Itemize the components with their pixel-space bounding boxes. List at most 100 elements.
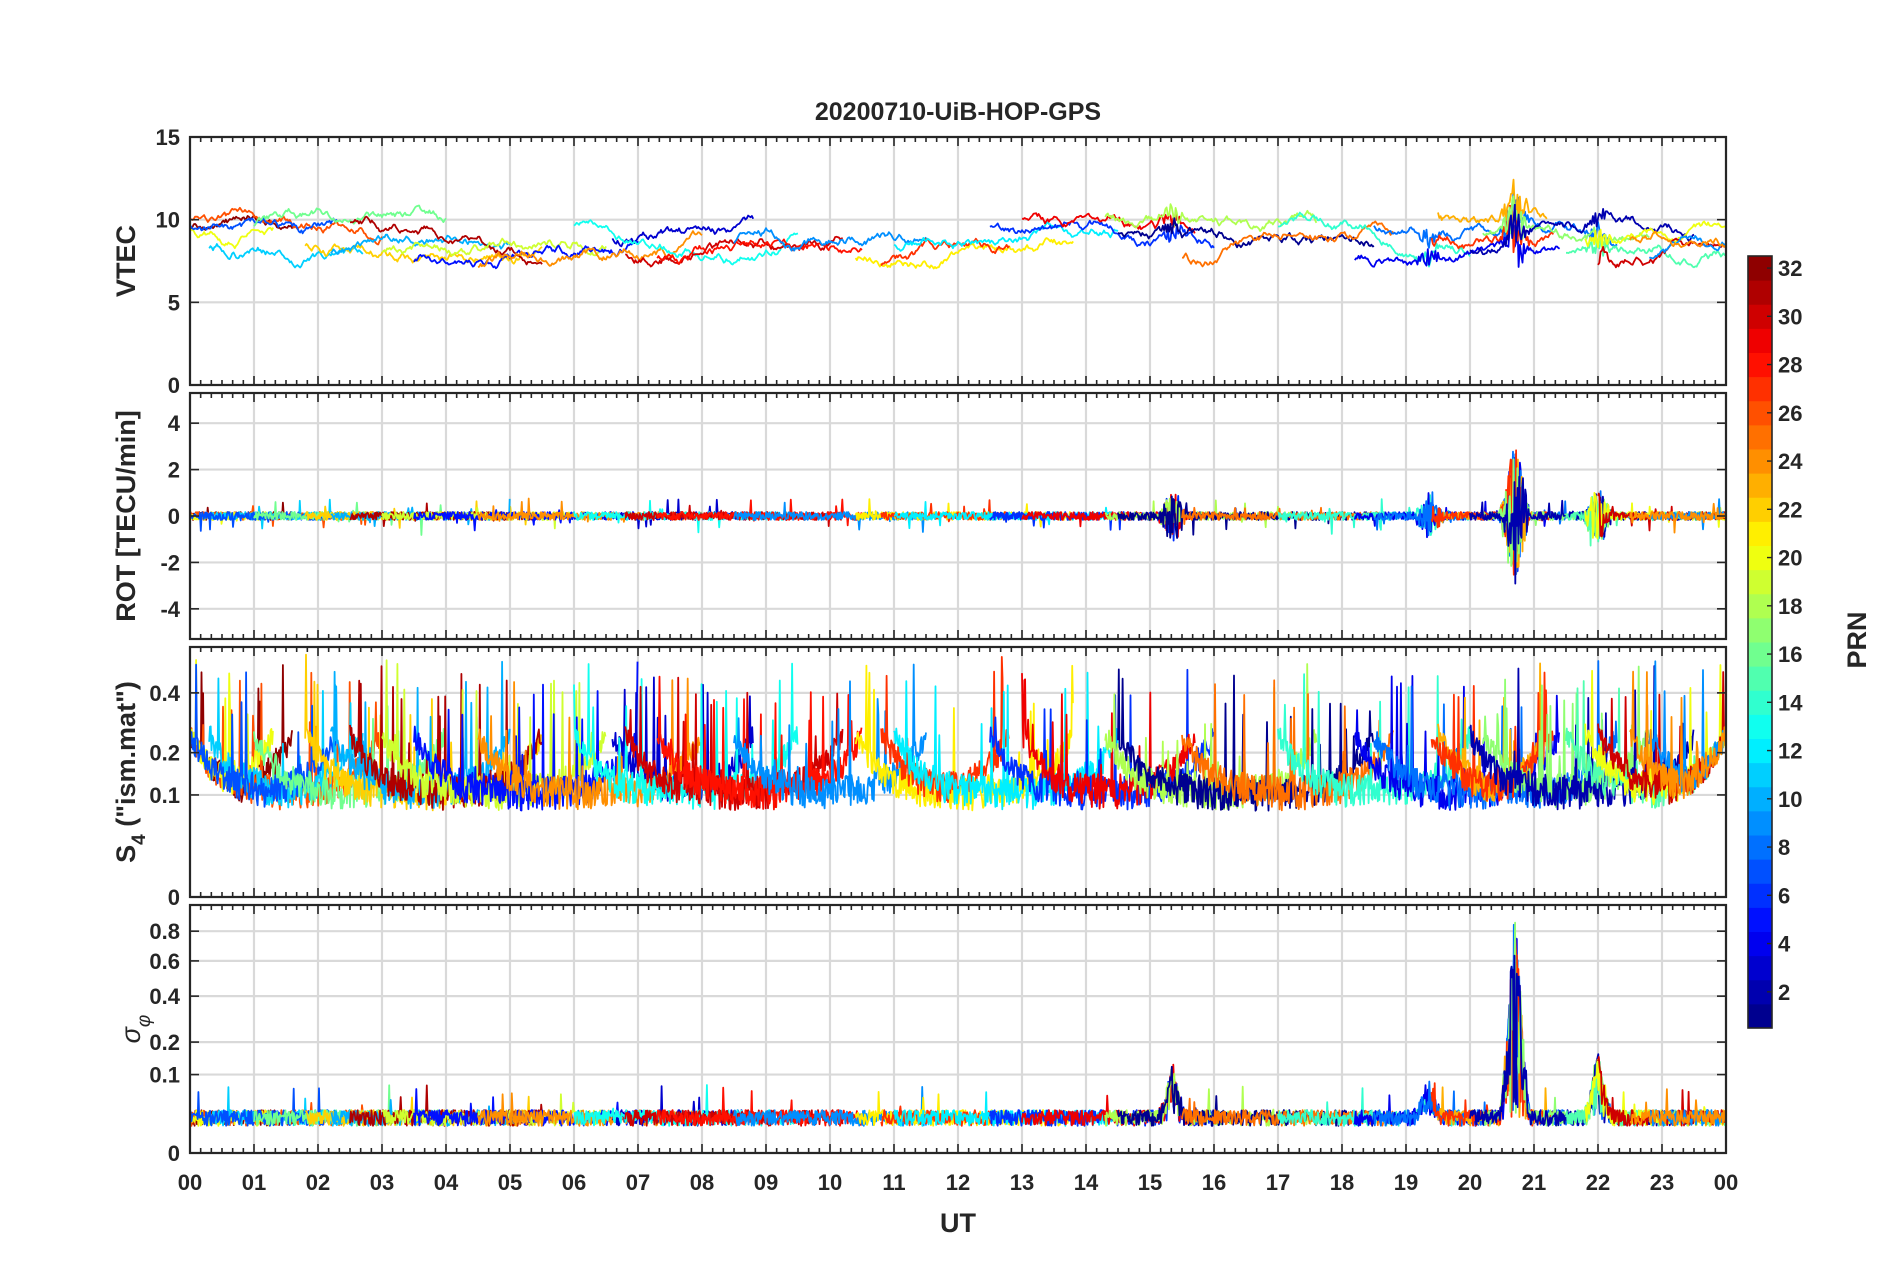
- y-tick-label: 0: [168, 373, 180, 398]
- series-line-prn-15: [1566, 240, 1726, 269]
- y-tick-label: 5: [168, 290, 180, 315]
- chart-title: 20200710-UiB-HOP-GPS: [815, 98, 1101, 126]
- x-tick-label: 18: [1330, 1170, 1354, 1195]
- series-line-prn-29: [1021, 673, 1196, 810]
- series-line-prn-16: [253, 204, 447, 227]
- ticks-sigma: [189, 905, 1727, 1154]
- y-tick-label: 0.8: [149, 919, 180, 944]
- series-line-prn-12: [893, 221, 1119, 252]
- x-tick-label: 14: [1074, 1170, 1099, 1195]
- colorbar-swatch: [1748, 714, 1772, 739]
- ticks-s4: [189, 647, 1727, 898]
- y-axis-label-main: S: [111, 845, 141, 863]
- panel-rot: -4 -2 0 2 4 ROT [TECU/min]: [111, 391, 1728, 641]
- y-axis-label-rot: ROT [TECU/min]: [111, 410, 141, 621]
- y-tick-label: 0: [168, 1141, 180, 1166]
- series-line-prn-27: [1430, 671, 1554, 802]
- x-axis-label: UT: [940, 1208, 976, 1238]
- x-tick-label: 07: [626, 1170, 650, 1195]
- y-tick-label: 2: [168, 458, 180, 483]
- colorbar-swatch: [1748, 473, 1772, 498]
- colorbar-tick-label: 22: [1778, 497, 1802, 522]
- series-line-prn-17: [1482, 458, 1650, 567]
- series-line-prn-3: [611, 214, 755, 248]
- colorbar-tick-label: 18: [1778, 594, 1802, 619]
- colorbar-swatch: [1748, 1003, 1772, 1029]
- series-line-prn-13: [573, 219, 799, 266]
- series-line-prn-25: [1181, 679, 1395, 812]
- y-tick-label: 0.2: [149, 741, 180, 766]
- colorbar-swatch: [1748, 955, 1772, 981]
- colorbar-tick-label: 20: [1778, 546, 1802, 571]
- x-tick-label: 10: [818, 1170, 842, 1195]
- x-tick-label: 00: [1714, 1170, 1738, 1195]
- panel-sigma: 0 0.1 0.2 0.4 0.6 0.8 σφ: [116, 903, 1728, 1166]
- series-group-vtec: [190, 178, 1726, 270]
- colorbar-tick-label: 4: [1778, 932, 1791, 957]
- y-axis-label-subscript: 4: [129, 834, 150, 845]
- colorbar-tick-label: 16: [1778, 642, 1802, 667]
- series-line-prn-21: [854, 237, 1074, 270]
- series-line-prn-24: [1629, 502, 1726, 534]
- x-tick-label: 12: [946, 1170, 970, 1195]
- series-line-prn-9: [733, 663, 927, 810]
- series-line-prn-10: [330, 233, 511, 255]
- y-tick-label: 0.4: [149, 681, 180, 706]
- x-tick-label: 15: [1138, 1170, 1162, 1195]
- series-line-prn-9: [1649, 235, 1726, 260]
- y-tick-label: 0.1: [149, 1063, 180, 1088]
- y-tick-label: 0.2: [149, 1030, 180, 1055]
- colorbar-tick-label: 28: [1778, 353, 1802, 378]
- colorbar-label: PRN: [1842, 611, 1872, 668]
- y-axis-label-subscript: φ: [134, 1015, 155, 1027]
- y-tick-label: 0.6: [149, 949, 180, 974]
- series-line-prn-4: [1354, 220, 1561, 268]
- colorbar-frame: [1747, 255, 1773, 1029]
- ticks-vtec: [189, 136, 1727, 386]
- colorbar-tick-label: 30: [1778, 304, 1802, 329]
- x-tick-label: 11: [882, 1170, 905, 1195]
- x-tick-label: 19: [1394, 1170, 1418, 1195]
- x-tick-label: 03: [370, 1170, 394, 1195]
- x-tick-label: 08: [690, 1170, 714, 1195]
- y-tick-label: 0: [168, 504, 180, 529]
- x-tick-label: 09: [754, 1170, 778, 1195]
- colorbar-swatch: [1748, 424, 1772, 450]
- colorbar-tick-label: 10: [1778, 787, 1802, 812]
- series-line-prn-24: [1629, 230, 1726, 248]
- x-tick-label: 01: [242, 1170, 266, 1195]
- x-tick-label: 02: [306, 1170, 330, 1195]
- colorbar-swatch: [1748, 617, 1772, 643]
- series-line-prn-26: [190, 206, 383, 246]
- colorbar-tick-label: 8: [1778, 835, 1790, 860]
- series-line-prn-24: [1629, 670, 1726, 800]
- series-line-prn-14: [1278, 211, 1471, 268]
- series-line-prn-9: [733, 227, 927, 252]
- series-line-prn-27: [1430, 204, 1554, 254]
- x-tick-label: 23: [1650, 1170, 1674, 1195]
- ticks-rot: [189, 393, 1727, 639]
- y-tick-label: 4: [168, 411, 181, 436]
- series-line-prn-18: [1104, 663, 1318, 811]
- colorbar-tick-label: 32: [1778, 256, 1802, 281]
- x-tick-label: 16: [1202, 1170, 1226, 1195]
- y-axis-label-main: σ: [116, 1025, 146, 1043]
- series-line-prn-23: [1437, 178, 1548, 224]
- series-group-s4: [190, 653, 1726, 812]
- series-line-prn-7: [190, 217, 338, 235]
- colorbar-swatch: [1748, 280, 1772, 305]
- x-tick-label: 20: [1458, 1170, 1482, 1195]
- y-tick-label: 10: [156, 208, 180, 233]
- series-line-prn-24: [1629, 1088, 1726, 1127]
- y-axis-label-vtec: VTEC: [111, 225, 141, 297]
- colorbar-swatch: [1748, 762, 1772, 788]
- colorbar-swatch: [1748, 328, 1772, 353]
- y-axis-label-tail: ("ism.mat"): [111, 681, 141, 834]
- series-line-prn-5: [413, 240, 639, 270]
- x-tick-label: 00: [178, 1170, 202, 1195]
- series-line-prn-2: [1469, 203, 1695, 256]
- y-tick-label: 0.4: [149, 984, 180, 1009]
- series-line-prn-25: [1181, 220, 1394, 268]
